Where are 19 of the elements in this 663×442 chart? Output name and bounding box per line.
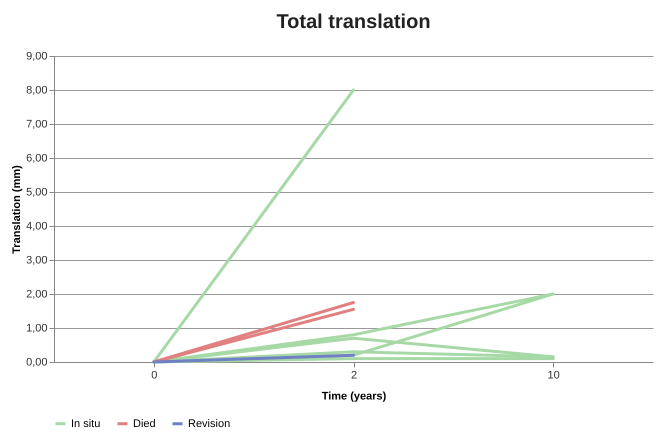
y-tick-label: 0,00 (26, 356, 48, 368)
legend-label: In situ (71, 418, 100, 430)
y-tick-label: 6,00 (26, 152, 48, 164)
x-tick-label: 2 (350, 370, 358, 382)
chart-title: Total translation (276, 11, 431, 33)
y-axis-title: Translation (mm) (11, 164, 24, 254)
y-tick-label: 8,00 (26, 84, 48, 96)
x-axis-title: Time (years) (322, 390, 387, 402)
y-tick-label: 1,00 (26, 322, 48, 334)
y-tick-label: 3,00 (26, 254, 48, 266)
x-tick-label: 10 (548, 370, 560, 382)
y-tick-label: 9,00 (26, 50, 48, 62)
legend-label: Died (133, 418, 156, 430)
y-tick-label: 4,00 (26, 220, 48, 232)
y-tick-label: 2,00 (26, 288, 48, 300)
y-tick-label: 5,00 (26, 186, 48, 198)
y-tick-label: 7,00 (26, 118, 48, 130)
x-tick-label: 0 (151, 370, 158, 382)
legend-label: Revision (188, 418, 230, 430)
